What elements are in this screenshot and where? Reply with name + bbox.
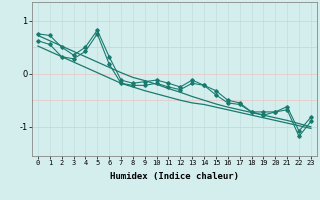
X-axis label: Humidex (Indice chaleur): Humidex (Indice chaleur) [110,172,239,181]
